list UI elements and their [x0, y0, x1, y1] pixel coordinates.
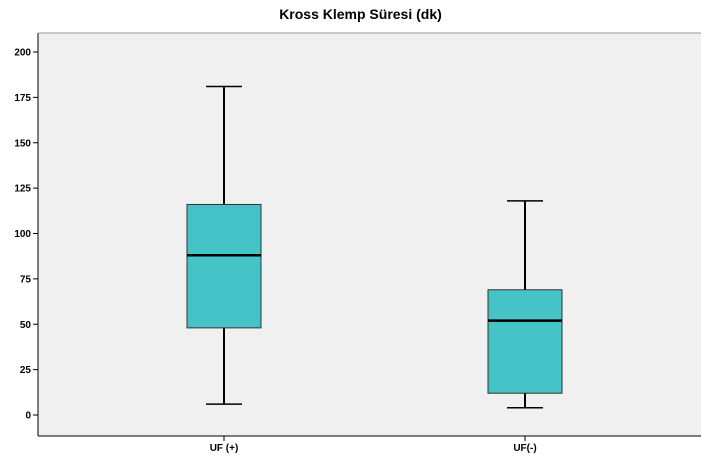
- box-2-iqr-box: [487, 289, 563, 394]
- plot-area: [38, 33, 701, 436]
- y-tick-label-125: 125: [14, 184, 31, 195]
- y-tick-label-50: 50: [20, 320, 32, 331]
- y-tick-label-175: 175: [14, 93, 31, 104]
- y-tick-label-0: 0: [25, 411, 31, 422]
- chart-title: Kross Klemp Süresi (dk): [279, 6, 442, 22]
- y-tick-label-25: 25: [20, 365, 32, 376]
- y-tick-label-200: 200: [14, 48, 31, 59]
- x-tick-label-1: UF (+): [210, 443, 239, 454]
- y-tick-label-150: 150: [14, 138, 31, 149]
- x-tick-label-2: UF(-): [513, 443, 536, 454]
- box-1-iqr-box: [186, 203, 262, 329]
- y-tick-label-75: 75: [20, 274, 32, 285]
- y-tick-label-100: 100: [14, 229, 31, 240]
